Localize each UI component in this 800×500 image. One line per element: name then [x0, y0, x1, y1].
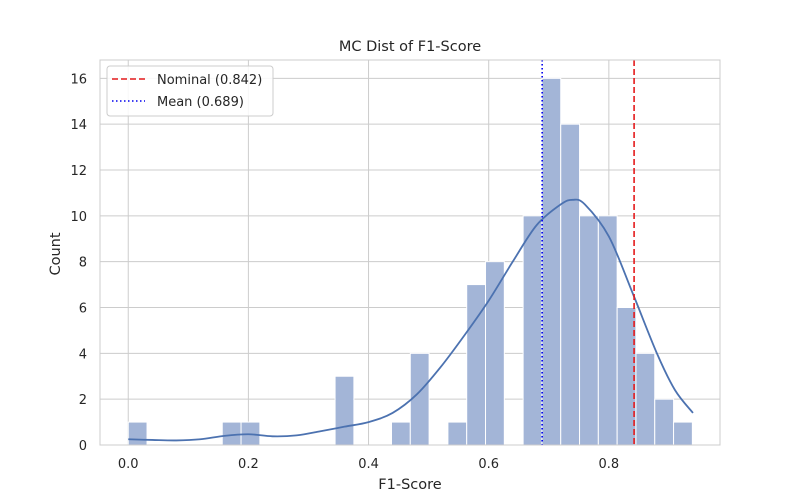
y-tick-label: 0	[79, 439, 87, 454]
y-tick-label: 4	[79, 347, 87, 362]
histogram-bar	[390, 421, 411, 446]
y-tick-label: 12	[70, 164, 87, 179]
histogram-bar	[616, 307, 637, 446]
x-tick-label: 0.0	[118, 457, 139, 472]
histogram-bar	[560, 123, 581, 446]
y-axis-label: Count	[48, 232, 64, 275]
histogram-bar	[409, 352, 430, 446]
x-tick-label: 0.6	[478, 457, 499, 472]
legend-label-mean: Mean (0.689)	[157, 95, 244, 110]
x-axis-label: F1-Score	[378, 477, 441, 493]
chart-title: MC Dist of F1-Score	[339, 39, 481, 55]
histogram-bars	[127, 77, 693, 446]
x-tick-label: 0.2	[238, 457, 259, 472]
y-tick-labels: 0 2 4 6 8 10 12 14 16	[70, 72, 87, 454]
plot-frame	[99, 59, 721, 446]
histogram-bar	[654, 398, 675, 446]
histogram-bar	[127, 421, 148, 446]
legend-box	[106, 65, 274, 117]
histogram-bar	[447, 421, 468, 446]
histogram-bar	[522, 215, 543, 446]
y-tick-label: 6	[79, 302, 87, 317]
y-tick-label: 14	[70, 118, 87, 133]
x-tick-label: 0.8	[599, 457, 620, 472]
x-tick-labels: 0.0 0.2 0.4 0.6 0.8	[118, 457, 619, 472]
legend: Nominal (0.842) Mean (0.689)	[106, 65, 274, 117]
histogram-bar	[579, 215, 599, 446]
histogram-bar	[635, 352, 656, 446]
y-tick-label: 8	[79, 256, 87, 271]
histogram-bar	[673, 421, 693, 446]
histogram-bar	[597, 215, 618, 446]
y-tick-label: 16	[70, 72, 87, 87]
kde-curve	[128, 198, 694, 442]
histogram-bar	[334, 375, 355, 446]
kde-curve-layer	[128, 198, 694, 442]
histogram-bar	[221, 421, 242, 446]
legend-label-nominal: Nominal (0.842)	[157, 73, 262, 88]
histogram-bar	[541, 77, 562, 446]
y-tick-label: 2	[79, 393, 87, 408]
y-tick-label: 10	[70, 210, 87, 225]
reference-lines	[541, 60, 635, 445]
x-tick-label: 0.4	[358, 457, 379, 472]
